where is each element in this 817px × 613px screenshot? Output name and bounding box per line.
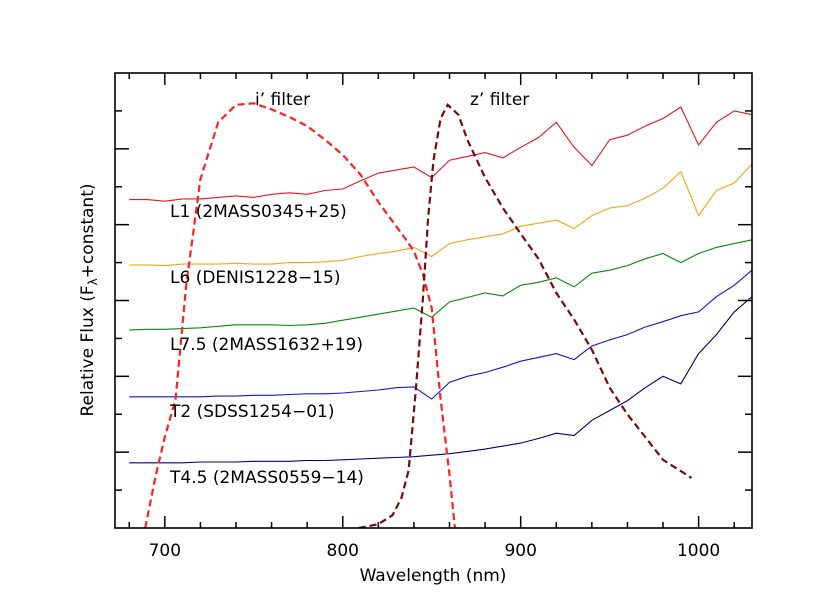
plot-area: [129, 102, 752, 528]
series-label: L6 (DENIS1228−15): [170, 268, 340, 288]
series-line: [129, 269, 752, 400]
series-line: [129, 163, 752, 267]
series-label: T4.5 (2MASS0559−14): [169, 468, 364, 488]
y-axis-label-part: +constant): [78, 183, 98, 278]
plot-frame: [114, 72, 753, 529]
x-tick-label: 900: [504, 541, 536, 561]
y-axis-label-part: Relative Flux (F: [78, 285, 98, 416]
x-tick-label: 800: [327, 541, 359, 561]
series-line: [358, 103, 693, 528]
series-label: i’ filter: [255, 90, 310, 110]
series-line: [129, 296, 752, 464]
x-tick-label: 700: [149, 541, 181, 561]
x-tick-label: 1000: [677, 541, 720, 561]
series-label: L7.5 (2MASS1632+19): [170, 335, 363, 355]
series-label: L1 (2MASS0345+25): [170, 202, 347, 222]
series-label: z’ filter: [470, 90, 529, 110]
series-label: T2 (SDSS1254−01): [169, 402, 334, 422]
y-axis-label: Relative Flux (Fλ+constant): [78, 183, 100, 416]
y-axis-label-subscript: λ: [86, 278, 100, 285]
series-line: [129, 106, 752, 202]
x-axis-label: Wavelength (nm): [360, 566, 507, 586]
series-line: [129, 239, 752, 331]
